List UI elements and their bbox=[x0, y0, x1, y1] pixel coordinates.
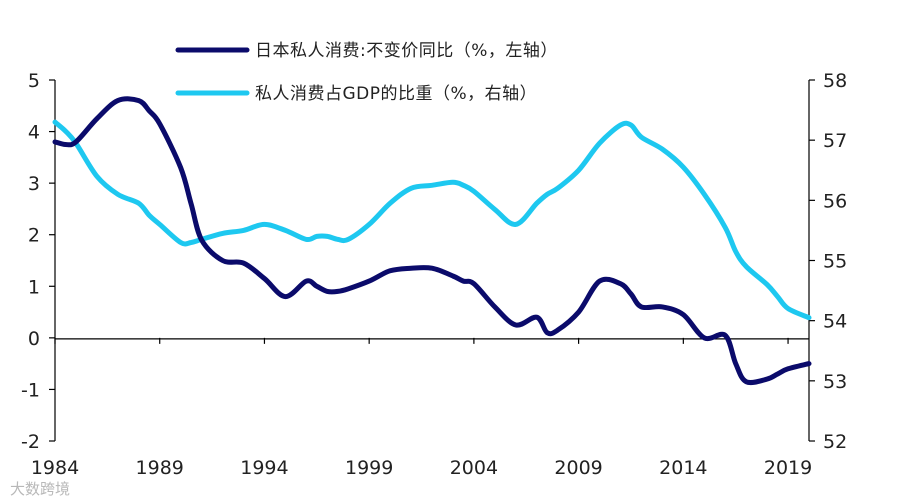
right-y-tick-label: 53 bbox=[823, 371, 847, 393]
x-tick-label: 2009 bbox=[554, 457, 602, 479]
right-y-tick-label: 58 bbox=[823, 70, 847, 92]
series-line-consumption-growth bbox=[52, 96, 812, 386]
x-tick-label: 2004 bbox=[450, 457, 498, 479]
right-y-tick-label: 56 bbox=[823, 190, 847, 212]
right-y-tick-label: 52 bbox=[823, 431, 847, 453]
left-y-tick-label: -2 bbox=[21, 431, 40, 453]
x-tick-label: 2014 bbox=[659, 457, 707, 479]
series-layer bbox=[52, 96, 812, 386]
right-y-tick-label: 54 bbox=[823, 311, 847, 333]
left-y-tick-label: 3 bbox=[28, 173, 40, 195]
x-tick-label: 1994 bbox=[240, 457, 288, 479]
series-line-consumption-share bbox=[52, 119, 812, 321]
left-y-tick-label: 0 bbox=[28, 328, 40, 350]
watermark: 大数跨境 bbox=[10, 480, 70, 498]
left-y-tick-label: 5 bbox=[28, 70, 40, 92]
left-y-tick-label: 4 bbox=[28, 122, 40, 144]
x-tick-label: 2019 bbox=[764, 457, 812, 479]
x-tick-label: 1999 bbox=[345, 457, 393, 479]
right-y-tick-label: 57 bbox=[823, 130, 847, 152]
legend: 日本私人消费:不变价同比（%，左轴） 私人消费占GDP的比重（%，右轴） bbox=[175, 41, 558, 104]
right-y-tick-label: 55 bbox=[823, 251, 847, 273]
x-tick-label: 1989 bbox=[136, 457, 184, 479]
left-y-tick-label: 2 bbox=[28, 225, 40, 247]
left-y-tick-label: 1 bbox=[28, 276, 40, 298]
legend-label-consumption-share: 私人消费占GDP的比重（%，右轴） bbox=[255, 84, 537, 104]
left-y-tick-label: -1 bbox=[21, 379, 40, 401]
ticks: -2 -1 0 1 2 3 4 5 52 53 54 55 56 57 58 1984 1989 1994 1999… bbox=[21, 70, 847, 479]
x-tick-label: 1984 bbox=[31, 457, 79, 479]
legend-label-consumption-growth: 日本私人消费:不变价同比（%，左轴） bbox=[255, 41, 558, 61]
